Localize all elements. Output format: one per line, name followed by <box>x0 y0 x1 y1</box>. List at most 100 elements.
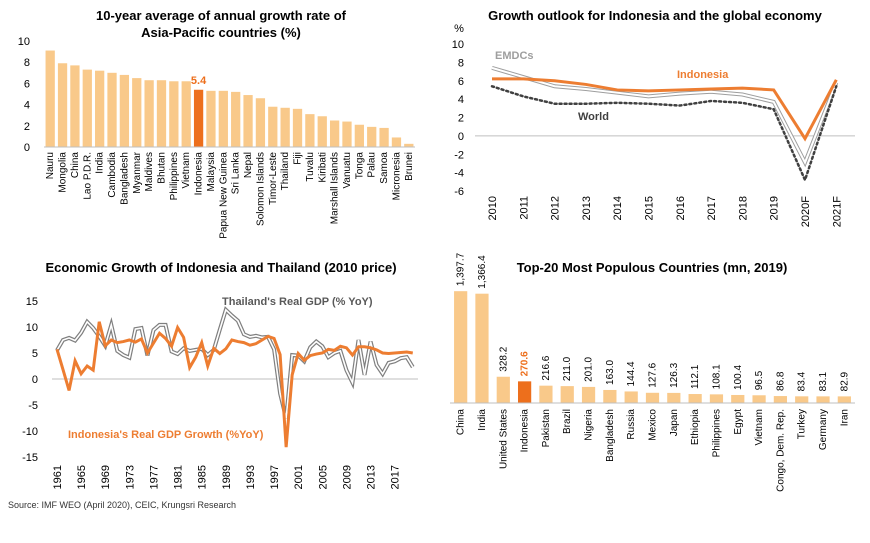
c3-y-tick: -15 <box>22 452 38 464</box>
c4-x-tick: Russia <box>626 409 637 440</box>
c1-x-tick: Thailand <box>280 152 291 190</box>
c2-label-indonesia: Indonesia <box>677 69 729 81</box>
c1-bar <box>70 65 80 147</box>
c4-x-tick: United States <box>498 409 509 469</box>
c4-x-tick: Iran <box>839 409 850 426</box>
c4-x-tick: Philippines <box>711 409 722 457</box>
c4-x-tick: Japan <box>669 409 680 436</box>
c3-y-tick: -5 <box>28 400 38 412</box>
c1-x-tick: Philippines <box>169 152 180 200</box>
c1-bar <box>193 89 204 147</box>
c4-data-label: 216.6 <box>541 355 552 380</box>
c2-y-tick: 4 <box>458 94 464 106</box>
c3-x-tick: 1997 <box>269 465 281 489</box>
c3-x-tick: 1985 <box>197 465 209 489</box>
c2-title: Growth outlook for Indonesia and the glo… <box>488 8 822 23</box>
c1-bar <box>231 91 241 147</box>
c4-bar <box>688 394 702 403</box>
c1-x-tick: Vanuatu <box>342 152 353 189</box>
c4-bar <box>496 376 510 403</box>
c1-x-tick: Myanmar <box>132 151 143 193</box>
c3-title: Economic Growth of Indonesia and Thailan… <box>45 260 396 275</box>
c1-bar <box>82 69 92 147</box>
c1-bar <box>156 80 167 147</box>
c2-line-indonesia <box>492 77 838 142</box>
c1-x-tick: Marshall Islands <box>330 152 341 224</box>
c4-bar <box>667 392 681 403</box>
c4-data-label: 163.0 <box>605 359 616 384</box>
c3-label-indonesia: Indonesia's Real GDP Growth (%YoY) <box>68 429 264 441</box>
c3-x-tick: 1961 <box>52 465 64 489</box>
c1-bar <box>379 127 389 147</box>
c2-y-unit: % <box>454 23 464 35</box>
c1-x-tick: Tuvalu <box>305 152 316 182</box>
c4-bar <box>454 291 468 403</box>
c2-line-emdcs <box>491 66 838 165</box>
c1-x-tick: Micronesia <box>391 152 402 201</box>
c1-y-tick: 6 <box>24 78 30 90</box>
c4-data-label: 112.1 <box>690 364 701 389</box>
c1-bar <box>107 72 117 147</box>
c2-label-emdcs: EMDCs <box>495 50 534 62</box>
c1-x-tick: India <box>95 152 106 174</box>
c1-bar <box>367 126 377 147</box>
c2-x-tick: 2014 <box>612 196 624 220</box>
c1-x-tick: Bhutan <box>156 152 167 184</box>
c1-y-tick: 2 <box>24 121 30 133</box>
c2-x-tick: 2010 <box>487 196 499 220</box>
c4-data-label: 201.0 <box>584 356 595 381</box>
c1-x-tick: Cambodia <box>107 152 118 198</box>
c1-bar <box>119 74 130 147</box>
c4-x-tick: Germany <box>818 409 829 450</box>
c1-y-tick: 10 <box>18 36 30 48</box>
c4-data-label: 270.6 <box>520 351 531 376</box>
c4-bar <box>475 293 489 403</box>
c3-y-tick: 0 <box>32 374 38 386</box>
c4-bar <box>539 385 553 403</box>
c2-y-tick: 6 <box>458 76 464 88</box>
c4-bar <box>816 396 830 403</box>
c4-x-tick: Vietnam <box>754 409 765 446</box>
c4-x-tick: China <box>456 409 467 436</box>
c4-bar <box>603 389 617 403</box>
c2-x-tick: 2015 <box>644 196 656 220</box>
c3-x-tick: 2017 <box>390 465 402 489</box>
asia-pacific-growth-chart: 10-year average of annual growth rate of… <box>18 8 415 239</box>
c1-bar <box>132 78 142 147</box>
c4-data-label: 211.0 <box>562 356 573 381</box>
c3-x-tick: 2013 <box>366 465 378 489</box>
c2-x-tick: 2016 <box>675 196 687 220</box>
c4-bar <box>795 396 809 403</box>
c2-y-tick: -6 <box>454 186 464 198</box>
c4-x-tick: Turkey <box>797 409 808 439</box>
c4-x-tick: Egypt <box>733 409 744 435</box>
c1-bar <box>255 98 266 147</box>
c3-y-tick: 15 <box>26 296 38 308</box>
c2-x-tick: 2011 <box>518 196 530 220</box>
c1-x-tick: Brunei <box>404 152 415 181</box>
c4-data-label: 144.4 <box>626 361 637 386</box>
c1-bar <box>243 95 253 147</box>
c4-bar <box>731 394 745 403</box>
c1-title: 10-year average of annual growth rate of <box>96 8 347 23</box>
c1-x-tick: Maldives <box>144 152 155 191</box>
c3-x-tick: 1993 <box>245 465 257 489</box>
c2-x-tick: 2019 <box>769 196 781 220</box>
c3-y-tick: 10 <box>26 322 38 334</box>
c2-x-tick: 2020F <box>800 196 812 227</box>
c4-data-label: 86.8 <box>775 371 786 391</box>
c4-bar <box>773 396 788 403</box>
c1-bar <box>280 107 290 147</box>
c3-x-tick: 1965 <box>76 465 88 489</box>
c4-bar <box>560 386 574 403</box>
c1-x-tick: Tonga <box>354 152 365 180</box>
c3-x-tick: 1977 <box>148 465 160 489</box>
c2-x-tick: 2018 <box>737 196 749 220</box>
c1-x-tick: Sri Lanka <box>231 152 242 195</box>
c1-y-tick: 0 <box>24 142 30 154</box>
c4-x-tick: Ethiopia <box>690 409 701 446</box>
c4-title: Top-20 Most Populous Countries (mn, 2019… <box>517 260 788 275</box>
c1-x-tick: Lao P.D.R. <box>82 152 93 200</box>
c1-subtitle: Asia-Pacific countries (%) <box>141 25 301 40</box>
